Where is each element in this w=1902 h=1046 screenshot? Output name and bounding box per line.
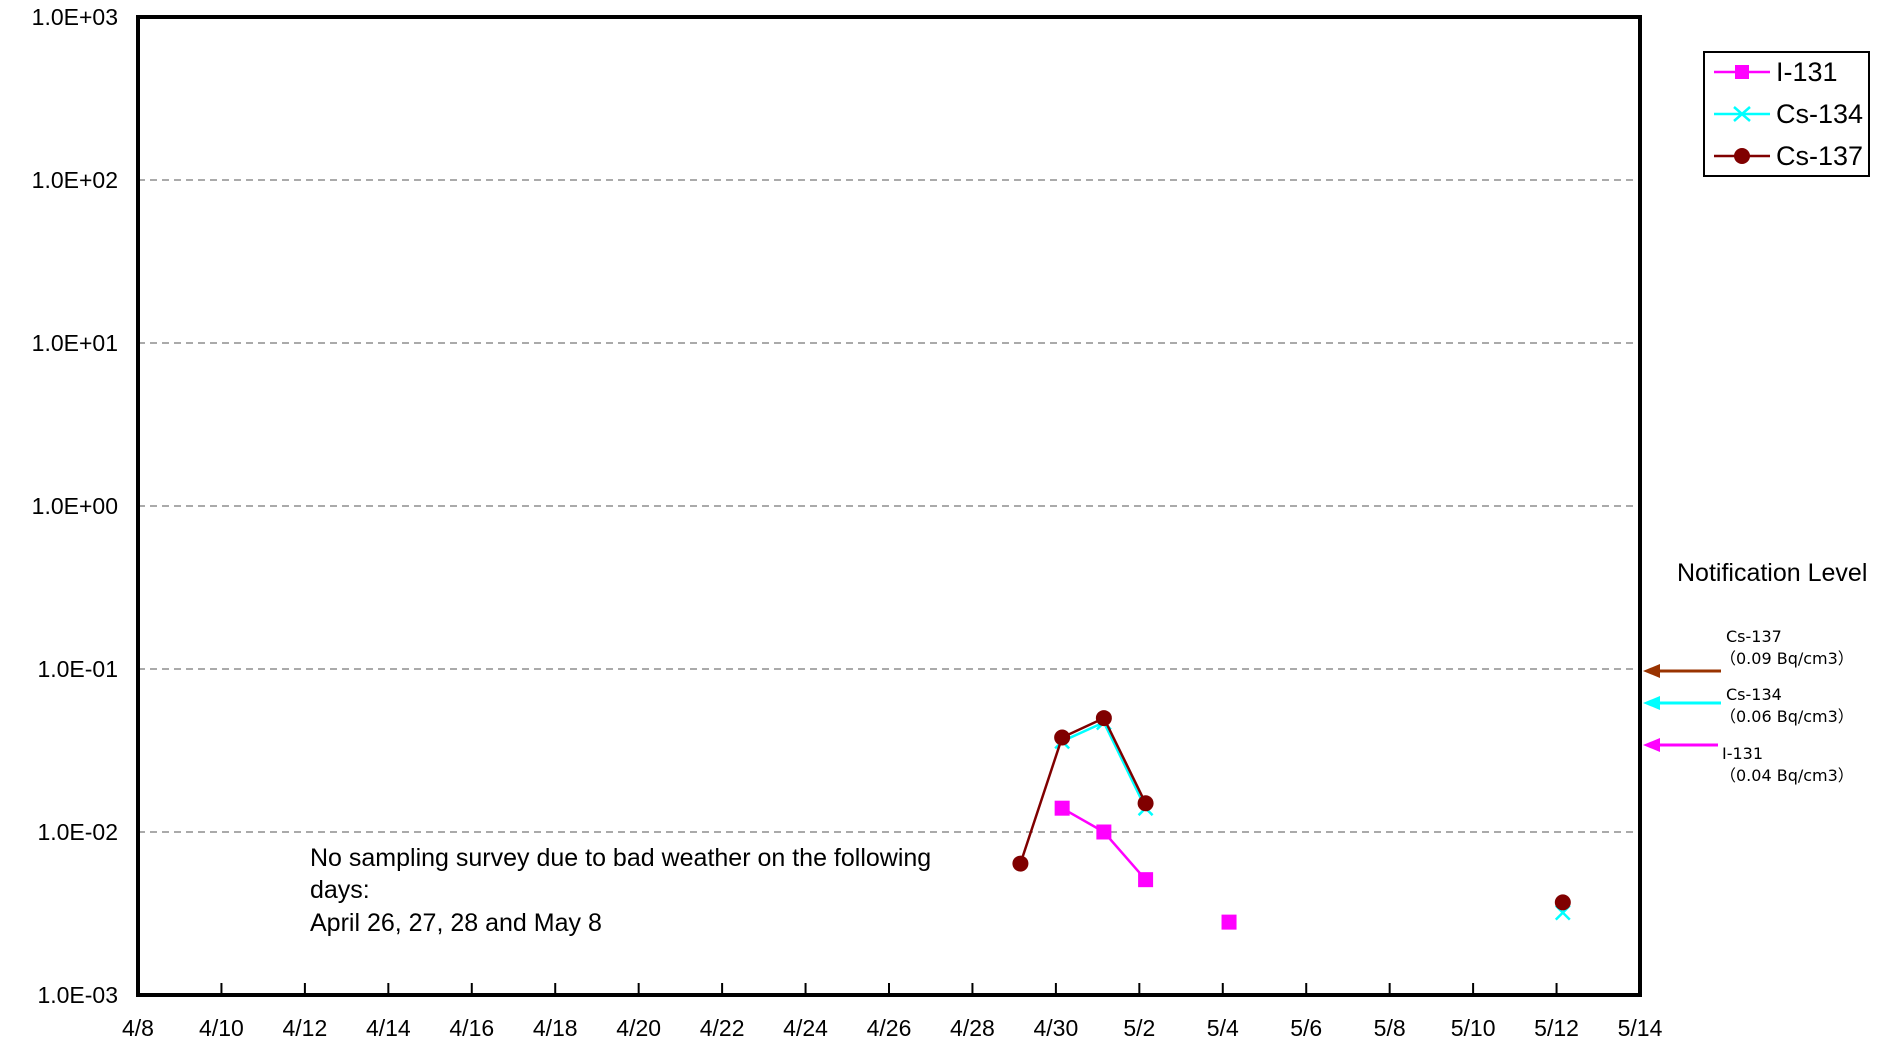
gridlines — [138, 179, 1640, 833]
data-point — [1054, 729, 1071, 746]
data-point — [1137, 795, 1154, 812]
x-tick-label: 4/22 — [700, 1015, 745, 1041]
x-tick-label: 5/14 — [1618, 1015, 1663, 1041]
series-line — [1019, 716, 1147, 864]
legend-marker-circle — [1734, 148, 1750, 164]
annotation-line-1: No sampling survey due to bad weather on… — [310, 844, 931, 872]
data-point — [1095, 710, 1112, 727]
legend-marker-x — [1733, 106, 1751, 122]
data-point — [1221, 914, 1237, 930]
notification-i131-arrowhead — [1643, 738, 1660, 752]
x-tick-label: 5/2 — [1123, 1015, 1155, 1041]
y-tick-label: 1.0E+01 — [32, 330, 118, 356]
x-tick-label: 4/18 — [533, 1015, 578, 1041]
y-tick-label: 1.0E+00 — [32, 493, 118, 519]
notification-i131-label: I-131 — [1722, 744, 1763, 763]
data-point — [1054, 800, 1070, 816]
data-point — [1096, 824, 1112, 840]
x-tick-label: 5/10 — [1451, 1015, 1496, 1041]
x-tick-label: 5/8 — [1374, 1015, 1406, 1041]
y-tick-label: 1.0E-02 — [37, 819, 118, 845]
x-tick-label: 5/4 — [1207, 1015, 1239, 1041]
x-tick-label: 4/28 — [950, 1015, 995, 1041]
data-point — [1554, 894, 1571, 911]
annotation-line-3: April 26, 27, 28 and May 8 — [310, 909, 602, 937]
series-i131 — [1054, 800, 1237, 930]
x-tick-label: 4/14 — [366, 1015, 411, 1041]
x-tick-label: 4/10 — [199, 1015, 244, 1041]
series-cs137 — [1012, 710, 1571, 911]
x-tick-label: 4/8 — [122, 1015, 154, 1041]
x-tick-label: 5/12 — [1534, 1015, 1579, 1041]
notification-cs137-value: （0.09 Bq/cm3） — [1720, 649, 1854, 668]
legend-label-i131: I-131 — [1776, 57, 1838, 87]
annotation-line-2: days: — [310, 876, 370, 904]
series-cs134 — [1054, 714, 1571, 921]
y-tick-label: 1.0E+03 — [32, 4, 118, 30]
series — [1012, 710, 1571, 930]
y-tick-label: 1.0E-01 — [37, 656, 118, 682]
notification-panel: Notification Level Cs-137 （0.09 Bq/cm3） … — [1643, 559, 1867, 785]
y-tick-label: 1.0E-03 — [37, 982, 118, 1008]
legend-label-cs137: Cs-137 — [1776, 141, 1863, 171]
annotation: No sampling survey due to bad weather on… — [310, 844, 931, 937]
notification-cs134-label: Cs-134 — [1726, 685, 1782, 704]
legend-item-cs134: Cs-134 — [1714, 99, 1863, 129]
y-axis: 1.0E+03 1.0E+02 1.0E+01 1.0E+00 1.0E-01 1.0E-… — [32, 4, 118, 1008]
notification-i131-value: （0.04 Bq/cm3） — [1720, 766, 1854, 785]
legend-label-cs134: Cs-134 — [1776, 99, 1863, 129]
legend-item-cs137: Cs-137 — [1714, 141, 1863, 171]
y-tick-label: 1.0E+02 — [32, 167, 118, 193]
series-line — [1061, 720, 1147, 809]
notification-cs137-arrowhead — [1643, 664, 1660, 678]
notification-title: Notification Level — [1677, 559, 1867, 587]
series-line — [1061, 807, 1147, 881]
x-tick-label: 4/24 — [783, 1015, 828, 1041]
legend-marker-square — [1735, 65, 1749, 79]
x-tick-label: 5/6 — [1290, 1015, 1322, 1041]
notification-cs134-value: （0.06 Bq/cm3） — [1720, 707, 1854, 726]
x-tick-label: 4/16 — [449, 1015, 494, 1041]
data-point — [1138, 872, 1154, 888]
legend-item-i131: I-131 — [1714, 57, 1838, 87]
data-point — [1012, 855, 1029, 872]
notification-cs137-label: Cs-137 — [1726, 627, 1782, 646]
x-tick-label: 4/30 — [1034, 1015, 1079, 1041]
x-tick-label: 4/12 — [283, 1015, 328, 1041]
notification-cs134-arrowhead — [1643, 696, 1660, 710]
legend: I-131 Cs-134 Cs-137 — [1703, 51, 1870, 177]
x-tick-label: 4/20 — [616, 1015, 661, 1041]
x-axis: 4/8 4/10 4/12 4/14 4/16 4/18 4/20 4/22 4/24 4/26 4… — [122, 983, 1663, 1041]
x-tick-label: 4/26 — [867, 1015, 912, 1041]
